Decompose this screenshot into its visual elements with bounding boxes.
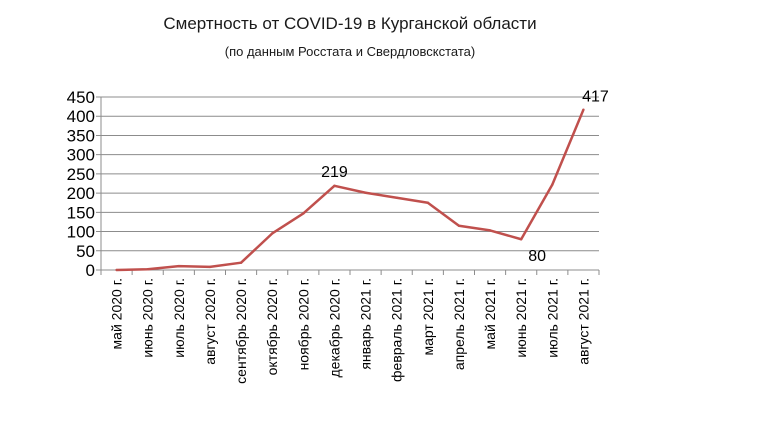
x-tick-label: июнь 2021 г. xyxy=(513,278,529,358)
x-tick-label: октябрь 2020 г. xyxy=(264,278,280,375)
y-tick-label: 200 xyxy=(67,184,95,203)
y-tick-label: 250 xyxy=(67,165,95,184)
data-point xyxy=(270,232,274,235)
data-label: 80 xyxy=(528,248,546,265)
data-point xyxy=(208,265,212,269)
data-label: 417 xyxy=(582,89,609,106)
series-deaths xyxy=(115,108,585,272)
data-point xyxy=(457,224,461,227)
x-tick-label: май 2020 г. xyxy=(109,278,125,349)
x-tick-label: август 2020 г. xyxy=(202,278,218,365)
data-point xyxy=(582,108,585,111)
data-labels: 219 80 417 xyxy=(321,89,609,266)
data-point xyxy=(239,261,243,264)
x-tick-label: сентябрь 2020 г. xyxy=(233,278,249,384)
y-tick-label: 150 xyxy=(67,203,95,222)
y-tick-label: 350 xyxy=(67,126,95,145)
x-tick-label: февраль 2021 г. xyxy=(389,278,405,382)
gridlines xyxy=(96,96,600,275)
series-line xyxy=(116,109,585,272)
x-tick-label: апрель 2021 г. xyxy=(451,278,467,370)
x-tick-label: декабрь 2020 г. xyxy=(326,278,342,377)
data-point xyxy=(146,268,149,271)
x-tick-label: март 2021 г. xyxy=(420,278,436,356)
data-point xyxy=(395,196,398,199)
chart-subtitle: (по данным Росстата и Свердловскстата) xyxy=(224,44,476,59)
data-point xyxy=(519,238,523,241)
y-tick-label: 450 xyxy=(67,88,95,107)
data-point xyxy=(302,212,305,215)
data-label: 219 xyxy=(321,164,348,181)
data-point xyxy=(551,183,554,186)
x-tick-label: январь 2021 г. xyxy=(358,278,374,370)
data-point xyxy=(488,229,492,232)
x-tick-label: май 2021 г. xyxy=(482,278,498,349)
y-tick-label: 300 xyxy=(67,146,95,165)
data-point xyxy=(426,201,430,204)
data-point xyxy=(364,191,367,194)
x-tick-label: август 2021 г. xyxy=(575,278,591,365)
data-point xyxy=(177,264,181,268)
y-tick-label: 100 xyxy=(67,223,95,242)
data-point xyxy=(115,268,118,272)
x-tick-label: июль 2021 г. xyxy=(544,278,560,358)
y-tick-label: 0 xyxy=(86,261,95,280)
y-tick-label: 50 xyxy=(76,242,95,261)
x-tick-label: июль 2020 г. xyxy=(171,278,187,358)
data-point xyxy=(333,184,336,188)
y-tick-label: 400 xyxy=(67,107,95,126)
x-tick-label: ноябрь 2020 г. xyxy=(295,278,311,370)
x-tick-label: июнь 2020 г. xyxy=(140,278,156,358)
chart-title: Смертность от COVID-19 в Курганской обла… xyxy=(163,14,537,33)
x-axis-ticks: май 2020 г. июнь 2020 г. июль 2020 г. авгус… xyxy=(109,278,592,384)
